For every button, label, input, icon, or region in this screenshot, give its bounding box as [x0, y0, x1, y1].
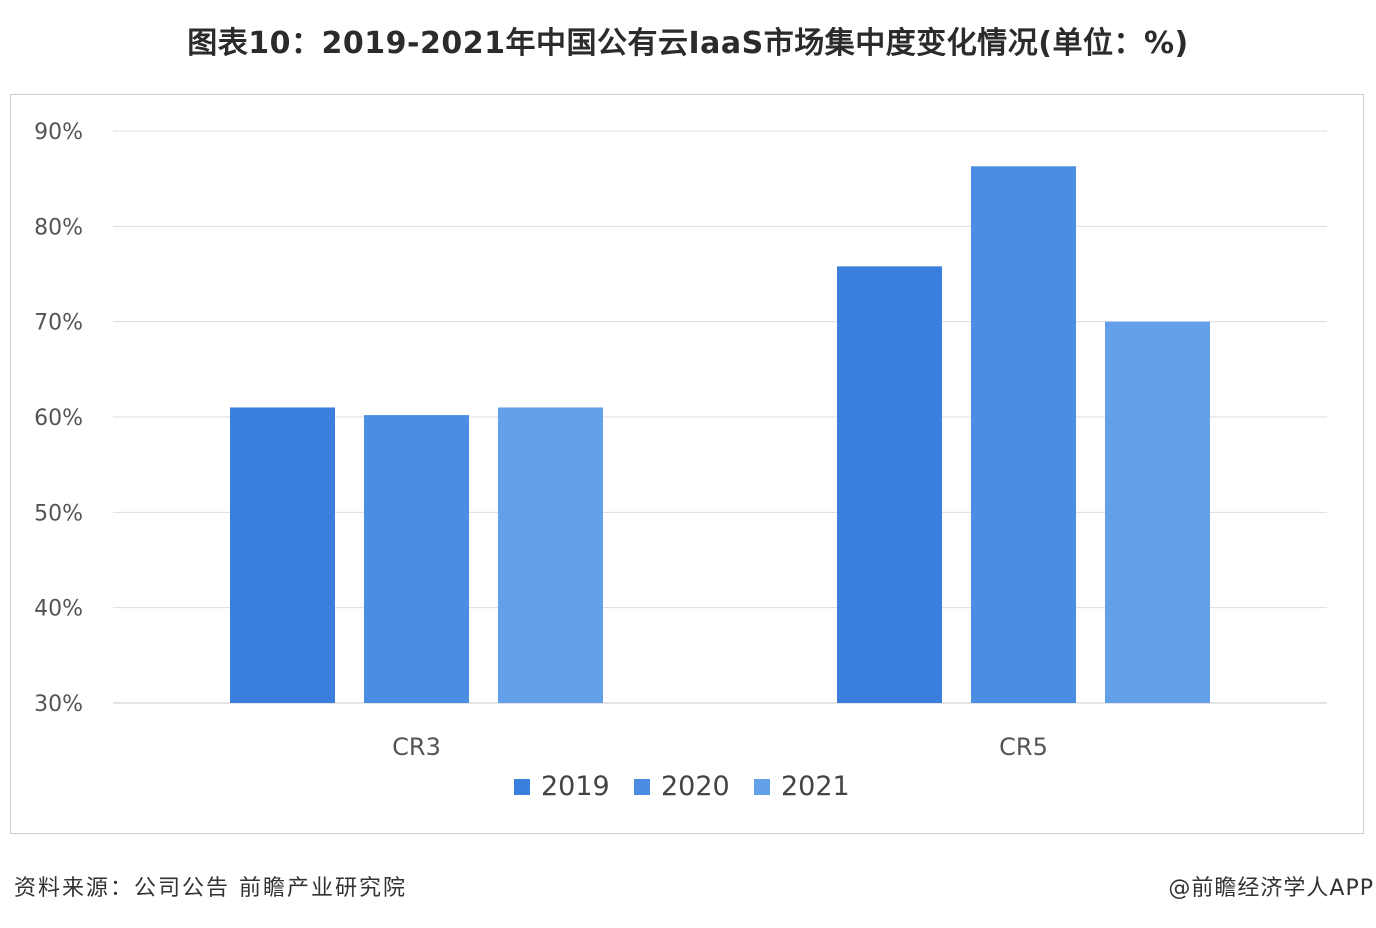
- x-category-label: CR5: [999, 733, 1048, 761]
- bar-cr5-2019: [837, 266, 942, 703]
- y-tick-label: 90%: [34, 120, 83, 145]
- legend-swatch: [514, 779, 530, 795]
- y-axis-ticks: 30% 40% 50% 60% 70% 80% 90%: [34, 120, 83, 717]
- legend-swatch: [754, 779, 770, 795]
- bar-cr3-2019: [230, 407, 335, 703]
- y-tick-label: 50%: [34, 501, 83, 526]
- source-note: 资料来源：公司公告 前瞻产业研究院: [14, 876, 407, 901]
- bar-cr3-2021: [498, 407, 603, 703]
- chart-frame: 30% 40% 50% 60% 70% 80% 90% CR3 CR5 2019 2020 202…: [10, 94, 1364, 834]
- legend-label: 2019: [541, 771, 610, 802]
- bar-chart: 30% 40% 50% 60% 70% 80% 90% CR3 CR5 2019 2020 202…: [34, 120, 1327, 802]
- legend-label: 2020: [661, 771, 730, 802]
- legend-label: 2021: [781, 771, 850, 802]
- bars: [230, 166, 1210, 704]
- x-axis-categories: CR3 CR5: [392, 733, 1048, 761]
- legend: 2019 2020 2021: [514, 771, 850, 802]
- x-category-label: CR3: [392, 733, 441, 761]
- y-tick-label: 30%: [34, 692, 83, 717]
- y-tick-label: 60%: [34, 406, 83, 431]
- y-tick-label: 80%: [34, 215, 83, 240]
- chart-title: 图表10：2019-2021年中国公有云IaaS市场集中度变化情况(单位：%): [187, 26, 1189, 61]
- bar-cr5-2021: [1105, 321, 1210, 703]
- y-tick-label: 70%: [34, 311, 83, 336]
- legend-swatch: [634, 779, 650, 795]
- bar-cr5-2020: [971, 166, 1076, 704]
- bar-cr3-2020: [364, 415, 469, 703]
- credit-note: @前瞻经济学人APP: [1168, 876, 1374, 901]
- y-tick-label: 40%: [34, 597, 83, 622]
